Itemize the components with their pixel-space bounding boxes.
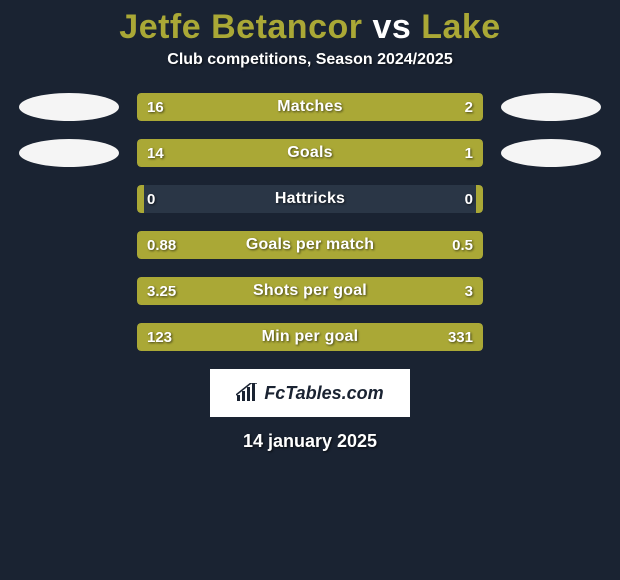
stat-bar: 00Hattricks xyxy=(137,185,483,213)
spacer xyxy=(501,185,601,213)
subtitle: Club competitions, Season 2024/2025 xyxy=(0,51,620,93)
vs-label: vs xyxy=(372,8,411,46)
stat-label: Shots per goal xyxy=(137,277,483,305)
stat-bar: 123331Min per goal xyxy=(137,323,483,351)
player2-badge xyxy=(501,139,601,167)
fctables-logo: FcTables.com xyxy=(210,369,410,417)
stats-container: 162Matches 141Goals 00Hattricks 0.880.5Goal… xyxy=(0,93,620,351)
spacer xyxy=(501,231,601,259)
date-label: 14 january 2025 xyxy=(0,431,620,452)
spacer xyxy=(19,323,119,351)
stat-label: Hattricks xyxy=(137,185,483,213)
spacer xyxy=(501,277,601,305)
stat-bar: 141Goals xyxy=(137,139,483,167)
stat-row: 0.880.5Goals per match xyxy=(0,231,620,259)
player1-badge xyxy=(19,139,119,167)
player1-name: Jetfe Betancor xyxy=(119,8,362,46)
stat-label: Matches xyxy=(137,93,483,121)
stat-row: 3.253Shots per goal xyxy=(0,277,620,305)
player2-badge xyxy=(501,93,601,121)
spacer xyxy=(501,323,601,351)
stat-label: Goals xyxy=(137,139,483,167)
stat-row: 141Goals xyxy=(0,139,620,167)
stat-bar: 3.253Shots per goal xyxy=(137,277,483,305)
stat-label: Min per goal xyxy=(137,323,483,351)
stat-row: 162Matches xyxy=(0,93,620,121)
stat-bar: 162Matches xyxy=(137,93,483,121)
logo-text: FcTables.com xyxy=(264,383,383,404)
stat-row: 00Hattricks xyxy=(0,185,620,213)
chart-icon xyxy=(236,383,258,403)
player1-badge xyxy=(19,93,119,121)
spacer xyxy=(19,231,119,259)
stat-bar: 0.880.5Goals per match xyxy=(137,231,483,259)
stat-label: Goals per match xyxy=(137,231,483,259)
spacer xyxy=(19,185,119,213)
comparison-title: Jetfe Betancor vs Lake xyxy=(0,0,620,51)
stat-row: 123331Min per goal xyxy=(0,323,620,351)
player2-name: Lake xyxy=(421,8,501,46)
spacer xyxy=(19,277,119,305)
